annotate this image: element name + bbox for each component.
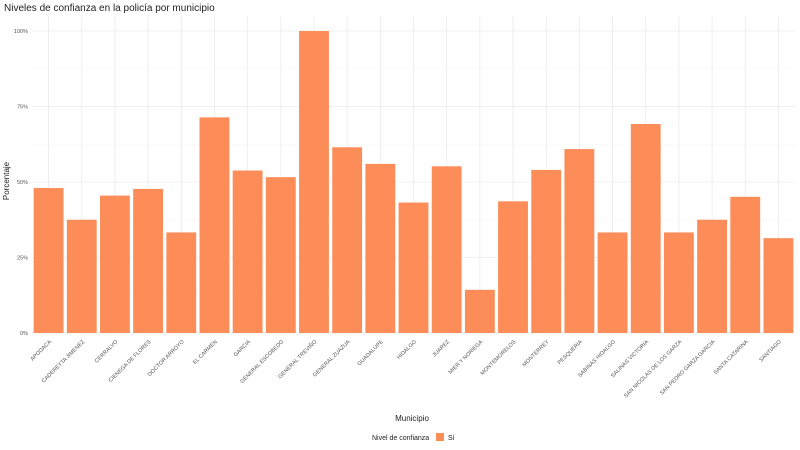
bar xyxy=(33,188,64,333)
y-tick-label: 100% xyxy=(14,29,28,35)
y-axis-title: Porcentaje xyxy=(2,161,11,200)
x-tick-label: GARCIA xyxy=(233,339,252,358)
bar xyxy=(365,163,396,333)
bar xyxy=(166,232,197,333)
bar xyxy=(763,238,794,333)
bar xyxy=(531,169,562,333)
x-tick-label: GUADALUPE xyxy=(357,339,385,367)
x-tick-label: SANTIAGO xyxy=(758,339,783,364)
bar xyxy=(398,202,429,333)
bar xyxy=(66,219,97,333)
bar xyxy=(663,232,694,333)
bar xyxy=(431,166,462,333)
y-tick-label: 25% xyxy=(17,256,28,262)
bar xyxy=(265,177,296,333)
legend-label: Sí xyxy=(448,435,455,442)
bar xyxy=(133,188,164,333)
x-tick-label: SAN NICOLAS DE LOS GARZA xyxy=(623,339,683,399)
bar xyxy=(730,196,761,333)
x-tick-label: SANTA CATARINA xyxy=(713,339,750,376)
x-tick-label: EL CARMEN xyxy=(192,339,219,366)
bar xyxy=(464,289,495,333)
x-tick-label: HIDALGO xyxy=(396,339,418,361)
x-tick-label: MIER Y NORIEGA xyxy=(448,339,485,376)
bar xyxy=(332,147,363,333)
chart-title: Niveles de confianza en la policía por m… xyxy=(4,3,215,14)
x-tick-label: DOCTOR ARROYO xyxy=(147,339,186,378)
x-tick-label: GENERAL ZUAZUA xyxy=(312,339,352,379)
x-axis-title: Municipio xyxy=(395,414,429,423)
bar xyxy=(630,124,661,334)
bar xyxy=(299,31,329,333)
bar xyxy=(597,232,628,333)
y-tick-label: 0% xyxy=(20,331,28,337)
x-tick-label: PESQUERIA xyxy=(557,339,584,366)
bar xyxy=(564,149,595,333)
x-tick-label: JUAREZ xyxy=(432,339,452,359)
y-tick-label: 75% xyxy=(17,105,28,111)
x-tick-label: CERRALVO xyxy=(94,339,120,365)
bar xyxy=(697,219,727,333)
y-tick-label: 50% xyxy=(17,180,28,186)
bar xyxy=(498,201,528,333)
bar xyxy=(199,117,230,333)
y-axis-ticks: 0% 25% 50% 75% 100% xyxy=(14,29,28,337)
legend: Nivel de confianza Sí xyxy=(372,433,455,442)
legend-title: Nivel de confianza xyxy=(372,435,429,442)
bars xyxy=(33,31,794,334)
x-tick-label: MONTERREY xyxy=(522,339,551,368)
bar xyxy=(100,195,130,333)
x-tick-label: SAN PEDRO GARZA GARCIA xyxy=(659,339,717,397)
bar xyxy=(232,170,263,333)
x-tick-label: APODACA xyxy=(30,339,53,362)
x-tick-label: MONTEMORELOS xyxy=(480,339,518,377)
legend-swatch xyxy=(436,433,444,441)
